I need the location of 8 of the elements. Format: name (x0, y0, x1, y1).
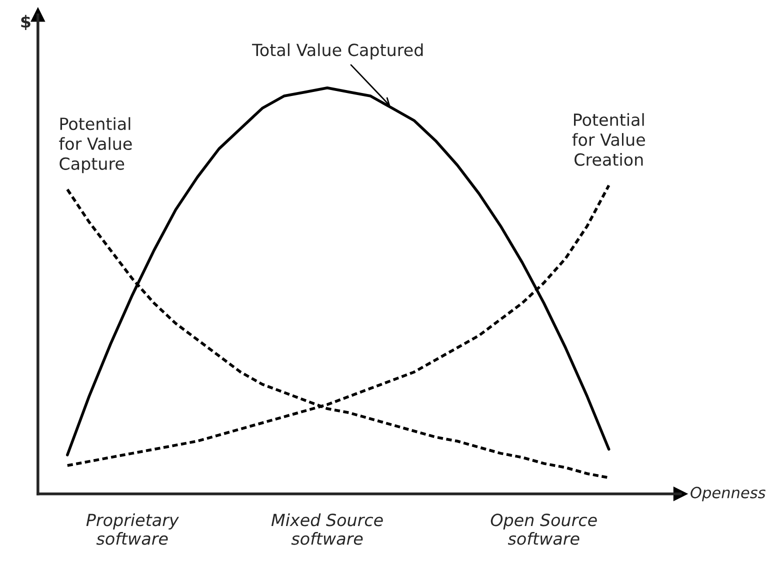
x-tick-label: Proprietary software (86, 513, 179, 545)
x-axis-title: Openness (690, 486, 766, 502)
x-tick-label: Open Source software (490, 514, 597, 545)
x-tick-label: Mixed Source software (271, 513, 383, 545)
series-label: Potential for Value Capture (59, 117, 132, 174)
y-axis-title: $ (21, 14, 30, 30)
text: Total Value Captured (252, 43, 423, 60)
text: Potential for Value Creation (572, 113, 645, 166)
